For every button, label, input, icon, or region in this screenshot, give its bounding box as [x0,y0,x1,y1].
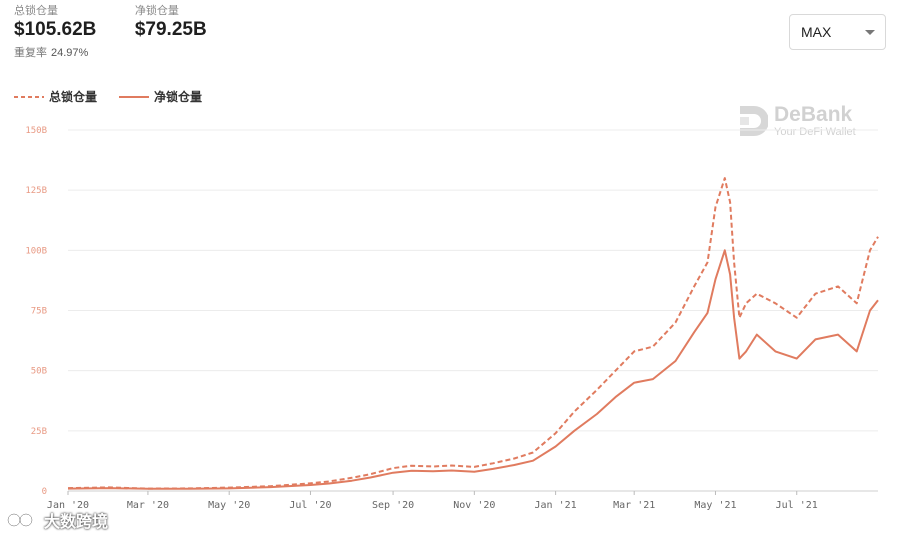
x-tick-label: May '20 [208,500,250,511]
caret-down-icon [865,30,875,35]
legend-label-net: 净锁仓量 [154,90,203,104]
time-range-select[interactable]: MAX [789,14,886,50]
debank-logo-icon [740,106,768,136]
dashed-line-icon [14,95,44,98]
tvl-line-chart: 0 25B 50B 75B 100B 125B 150B Jan '20 Mar '20 May… [25,126,879,511]
y-tick-label: 0 [42,487,47,497]
chart-legend: 总锁仓量 净锁仓量 [14,88,224,105]
x-tick-label: Mar '20 [127,500,169,511]
series-line-net [67,249,879,490]
y-tick-label: 50B [31,367,47,377]
x-tick-label: Sep '20 [372,500,414,511]
overlap-rate-value: 24.97% [51,47,89,59]
legend-item-net[interactable]: 净锁仓量 [119,88,202,105]
time-range-value: MAX [801,24,832,40]
y-tick-label: 75B [31,307,47,317]
x-tick-label: Nov '20 [453,500,495,511]
y-tick-label: 150B [25,126,47,136]
x-tick-label: May '21 [694,500,736,511]
legend-item-total[interactable]: 总锁仓量 [14,88,97,105]
logo-title: DeBank [774,103,853,126]
x-tick-label: Jan '20 [47,500,89,511]
watermark-logo-icon [7,513,33,527]
solid-line-icon [119,95,150,98]
chart-series [67,177,879,490]
y-axis-ticks: 0 25B 50B 75B 100B 125B 150B [25,126,47,497]
watermark: 大数跨境 [6,508,108,532]
total-tvl-label: 总锁仓量 [14,5,58,17]
total-tvl-stat: 总锁仓量 $105.62B [14,4,96,42]
y-tick-label: 100B [25,246,47,256]
x-tick-label: Jul '20 [289,500,331,511]
net-tvl-value: $79.25B [134,19,207,40]
x-axis: Jan '20 Mar '20 May '20 Jul '20 Sep '20 Nov '… [47,491,818,511]
stats-header: 总锁仓量 $105.62B 净锁仓量 $79.25B 重复率 24.97% [14,4,241,60]
y-tick-label: 25B [31,427,47,437]
y-tick-label: 125B [25,186,47,196]
overlap-rate-label: 重复率 [14,47,47,59]
net-tvl-stat: 净锁仓量 $79.25B [135,4,207,42]
total-tvl-value: $105.62B [14,19,97,40]
watermark-text: 大数跨境 [44,514,109,531]
x-tick-label: Jan '21 [535,500,577,511]
overlap-rate: 重复率 24.97% [14,44,241,60]
series-line-total [67,177,879,490]
legend-label-total: 总锁仓量 [49,90,98,104]
debank-logo: DeBank Your DeFi Wallet [738,104,856,138]
x-tick-label: Jul '21 [776,500,818,511]
logo-subtitle: Your DeFi Wallet [774,126,856,138]
x-tick-label: Mar '21 [613,500,655,511]
chart-grid [68,129,878,492]
net-tvl-label: 净锁仓量 [134,5,179,17]
